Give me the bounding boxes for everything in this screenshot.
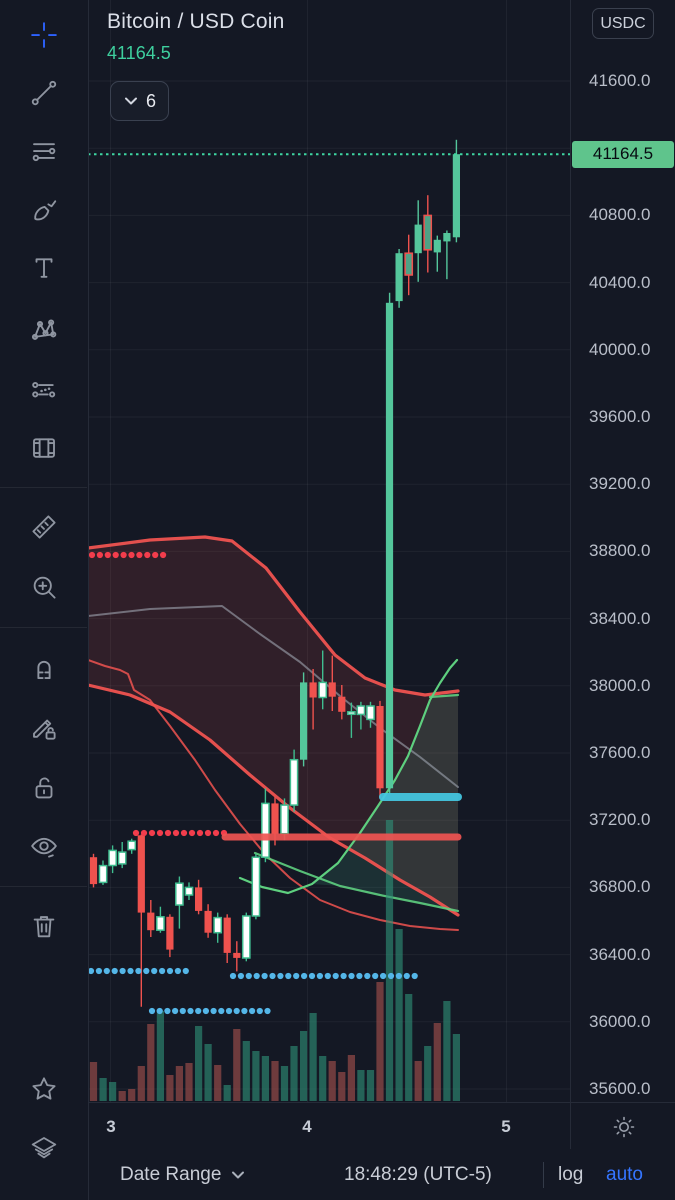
price-axis-label: 39600.0: [589, 407, 651, 426]
price-axis-label: 37600.0: [589, 743, 651, 762]
symbol-last-price: 41164.5: [107, 43, 171, 63]
price-axis-label: 35600.0: [589, 1079, 651, 1098]
gear-icon: [613, 1116, 634, 1137]
drawing-edit-lock-icon: [33, 719, 56, 740]
timeframe-button[interactable]: 6: [110, 81, 169, 121]
time-axis[interactable]: 3 4 5: [88, 1102, 570, 1151]
horizontal-levels-icon: [32, 143, 56, 162]
tool-magnet[interactable]: [22, 646, 66, 690]
chevron-down-icon: [124, 97, 137, 105]
price-axis-label: 41600.0: [589, 71, 651, 90]
chevron-down-icon: [232, 1171, 245, 1178]
price-axis-label: 38400.0: [589, 608, 651, 628]
tool-object-tree-layers[interactable]: [22, 1126, 66, 1170]
tool-favorites-star[interactable]: [22, 1067, 66, 1111]
tool-bar-replay[interactable]: [22, 426, 66, 470]
lock-icon: [35, 777, 53, 799]
currency-toggle-button[interactable]: USDC: [592, 8, 654, 39]
tool-text-tool[interactable]: [22, 246, 66, 290]
chart-legend: Bitcoin / USD Coin 41164.5: [107, 10, 285, 64]
date-range-label: Date Range: [120, 1163, 222, 1185]
axis-settings-corner[interactable]: [570, 1102, 675, 1151]
tool-drawing-edit-lock[interactable]: [22, 706, 66, 750]
brush-icon: [34, 200, 57, 221]
price-axis-label: 39200.0: [589, 474, 651, 494]
footer-bar: Date Range 18:48:29 (UTC-5) log auto: [88, 1149, 675, 1200]
toolbar-divider: [0, 886, 87, 887]
tool-brush[interactable]: [22, 188, 66, 232]
tool-ruler[interactable]: [22, 505, 66, 549]
volume-layer: [89, 820, 460, 1101]
price-axis[interactable]: USDC 41164.5 41600.0 40800.0 40400.0 40000.…: [570, 0, 675, 1102]
log-scale-toggle[interactable]: log: [558, 1163, 584, 1185]
drawing-toolbar: [0, 0, 89, 1200]
support-dots-blue-left: [88, 967, 189, 975]
projection-icon: [32, 381, 56, 398]
object-tree-layers-icon: [31, 1137, 57, 1159]
chart-canvas[interactable]: [88, 0, 570, 1102]
tool-hide-drawings-eye[interactable]: [22, 824, 66, 868]
level-dots-red: [132, 829, 228, 837]
grid-layer: [88, 0, 570, 1102]
price-axis-label: 36000.0: [589, 1011, 651, 1031]
price-axis-label: 38800.0: [589, 541, 651, 561]
magnet-icon: [37, 660, 51, 679]
tool-horizontal-levels[interactable]: [22, 129, 66, 173]
clock-display: 18:48:29 (UTC-5): [344, 1163, 492, 1185]
last-price-tag: 41164.5: [572, 140, 674, 168]
timeframe-value: 6: [145, 90, 156, 111]
symbol-title: Bitcoin / USD Coin: [107, 10, 285, 33]
xabcd-pattern-icon: [31, 319, 57, 340]
trash-icon: [33, 916, 55, 938]
indicator-lines-layer: [88, 535, 460, 931]
time-axis-label: 3: [106, 1116, 116, 1136]
tool-trend-line[interactable]: [22, 71, 66, 115]
toolbar-divider: [0, 627, 87, 628]
resistance-dots-red: [88, 551, 167, 559]
price-axis-label: 36400.0: [589, 944, 651, 964]
favorites-star-icon: [32, 1077, 56, 1100]
tool-projection[interactable]: [22, 368, 66, 412]
price-axis-label: 37200.0: [589, 810, 651, 830]
candles-layer: [89, 139, 460, 1007]
date-range-button[interactable]: Date Range: [120, 1164, 246, 1186]
bar-replay-icon: [33, 438, 55, 458]
price-axis-label: 40400.0: [589, 272, 651, 292]
tool-xabcd-pattern[interactable]: [22, 308, 66, 352]
candlestick-chart[interactable]: [88, 0, 570, 1102]
auto-scale-toggle[interactable]: auto: [606, 1163, 643, 1185]
crosshair-icon: [31, 22, 57, 48]
text-tool-icon: [35, 258, 53, 278]
indicator-fills-layer: [88, 537, 458, 915]
tool-zoom-in[interactable]: [22, 565, 66, 609]
tool-trash[interactable]: [22, 904, 66, 948]
trend-line-icon: [31, 80, 57, 106]
support-dots-blue-right: [229, 972, 418, 980]
toolbar-divider: [0, 487, 87, 488]
hide-drawings-eye-icon: [31, 837, 57, 858]
support-dots-blue-low: [148, 1007, 271, 1015]
price-axis-label: 38000.0: [589, 675, 651, 695]
price-axis-label: 36800.0: [589, 877, 651, 897]
time-axis-label: 4: [302, 1116, 312, 1136]
footer-separator: [543, 1161, 544, 1188]
price-axis-label: 40800.0: [589, 205, 651, 225]
tool-crosshair[interactable]: [22, 13, 66, 57]
price-axis-label: 40000.0: [589, 339, 651, 359]
ruler-icon: [32, 515, 56, 539]
time-axis-label: 5: [501, 1116, 511, 1136]
price-levels-layer: [88, 551, 462, 1015]
tool-lock[interactable]: [22, 766, 66, 810]
zoom-in-icon: [33, 576, 56, 599]
